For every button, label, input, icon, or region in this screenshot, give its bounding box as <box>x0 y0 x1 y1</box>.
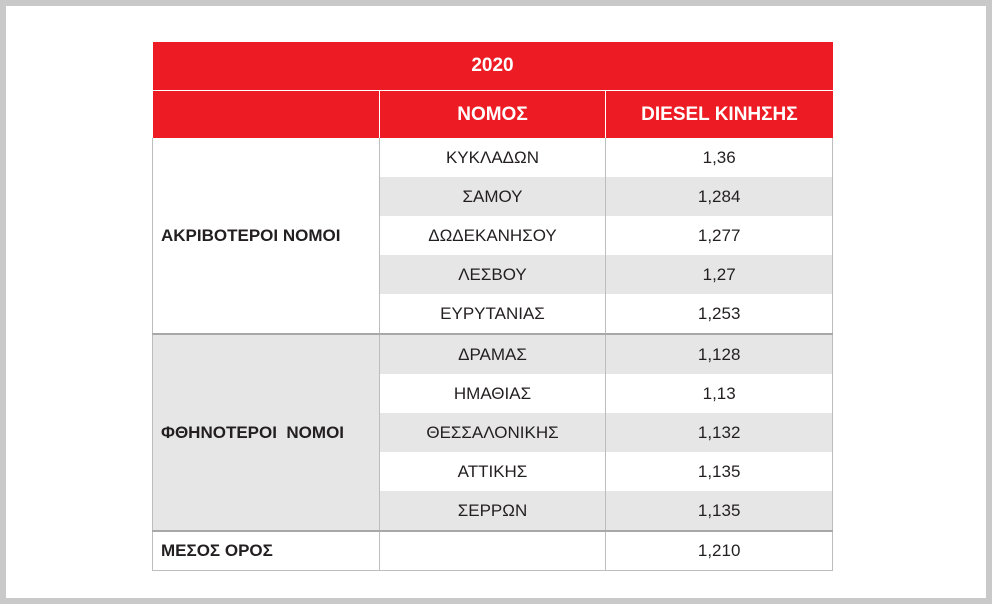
footer-empty <box>378 531 607 571</box>
table-row: ΛΕΣΒΟΥ 1,27 <box>153 255 833 294</box>
price-cell: 1,284 <box>605 177 833 216</box>
price-cell: 1,13 <box>605 374 833 413</box>
price-cell: 1,128 <box>605 334 833 374</box>
table-row: ΗΜΑΘΙΑΣ 1,13 <box>153 374 833 413</box>
table-row: ΑΤΤΙΚΗΣ 1,135 <box>153 452 833 491</box>
table-row: ΣΕΡΡΩΝ 1,135 <box>153 491 833 532</box>
price-cell: 1,253 <box>605 294 833 335</box>
prefecture-cell: ΗΜΑΘΙΑΣ <box>378 374 607 413</box>
prefecture-cell: ΘΕΣΣΑΛΟΝΙΚΗΣ <box>378 413 607 452</box>
table-row: ΦΘΗΝΟΤΕΡΟΙ ΝΟΜΟΙ ΔΡΑΜΑΣ 1,128 <box>152 334 833 532</box>
price-cell: 1,135 <box>605 491 833 532</box>
header-empty <box>152 90 380 138</box>
prefecture-cell: ΑΤΤΙΚΗΣ <box>378 452 607 491</box>
table-row: ΔΩΔΕΚΑΝΗΣΟΥ 1,277 <box>153 216 833 255</box>
column-header: ΝΟΜΟΣ <box>378 90 606 138</box>
table-row: ΕΥΡΥΤΑΝΙΑΣ 1,253 <box>153 294 833 335</box>
table-row: ΘΕΣΣΑΛΟΝΙΚΗΣ 1,132 <box>153 413 833 452</box>
prefecture-cell: ΣΑΜΟΥ <box>378 177 607 216</box>
table-row: ΑΚΡΙΒΟΤΕΡΟΙ ΝΟΜΟΙ ΚΥΚΛΑΔΩΝ 1,36 <box>152 138 833 335</box>
price-cell: 1,277 <box>605 216 833 255</box>
group-label: ΑΚΡΙΒΟΤΕΡΟΙ ΝΟΜΟΙ <box>152 138 380 335</box>
price-cell: 1,36 <box>605 138 833 177</box>
panel: 2020 ΝΟΜΟΣ DIESEL ΚΙΝΗΣΗΣ ΑΚΡΙΒΟΤΕΡΟΙ ΝΟ… <box>6 6 986 598</box>
footer-label: ΜΕΣΟΣ ΟΡΟΣ <box>152 531 380 571</box>
footer-row: ΜΕΣΟΣ ΟΡΟΣ 1,210 <box>152 531 833 571</box>
footer-value: 1,210 <box>605 531 833 571</box>
prefecture-cell: ΕΥΡΥΤΑΝΙΑΣ <box>378 294 607 335</box>
column-header: DIESEL ΚΙΝΗΣΗΣ <box>605 90 833 138</box>
prefecture-cell: ΛΕΣΒΟΥ <box>378 255 607 294</box>
price-cell: 1,132 <box>605 413 833 452</box>
table-title: 2020 <box>152 42 833 91</box>
prefecture-cell: ΚΥΚΛΑΔΩΝ <box>378 138 607 177</box>
prefecture-cell: ΔΡΑΜΑΣ <box>378 334 607 374</box>
group-label: ΦΘΗΝΟΤΕΡΟΙ ΝΟΜΟΙ <box>152 334 380 532</box>
table-row: ΣΑΜΟΥ 1,284 <box>153 177 833 216</box>
prefecture-cell: ΔΩΔΕΚΑΝΗΣΟΥ <box>378 216 607 255</box>
price-cell: 1,27 <box>605 255 833 294</box>
price-cell: 1,135 <box>605 452 833 491</box>
prefecture-cell: ΣΕΡΡΩΝ <box>378 491 607 532</box>
price-table: 2020 ΝΟΜΟΣ DIESEL ΚΙΝΗΣΗΣ ΑΚΡΙΒΟΤΕΡΟΙ ΝΟ… <box>152 42 833 571</box>
